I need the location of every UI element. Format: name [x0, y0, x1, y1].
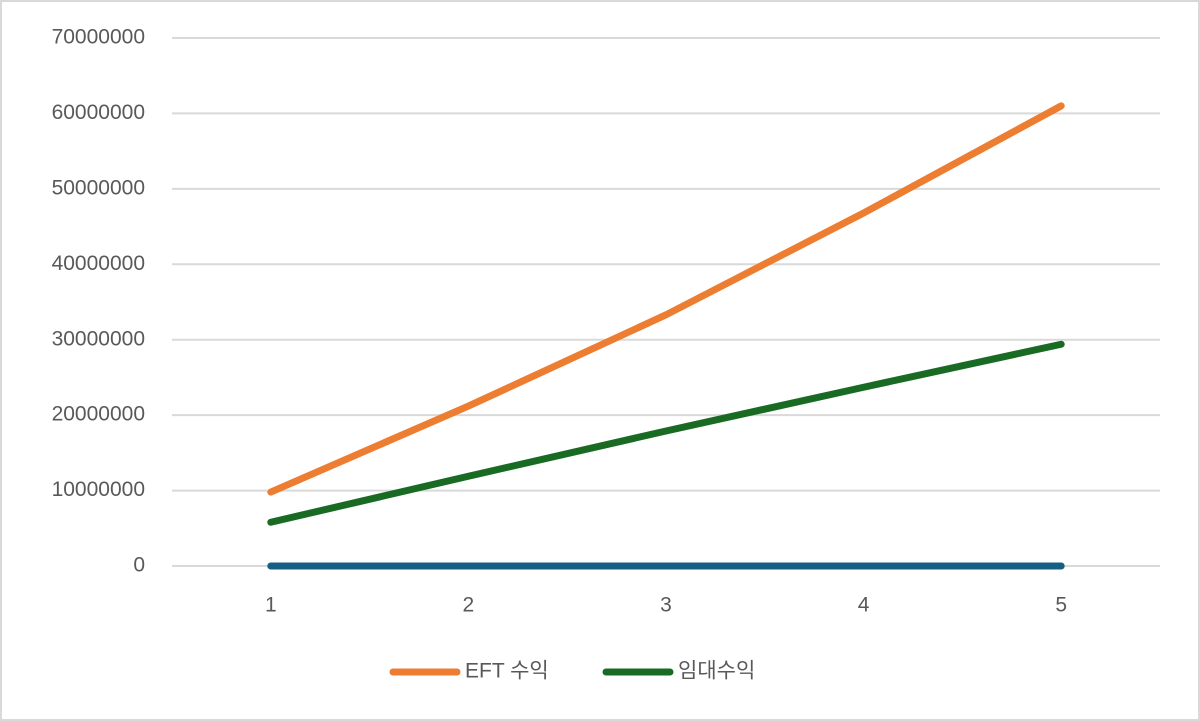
y-tick-label: 10000000 [52, 478, 145, 501]
x-tick-label: 1 [265, 594, 277, 617]
series-line [267, 340, 1065, 526]
y-tick-label: 40000000 [52, 252, 145, 275]
legend-label: EFT 수익 [465, 660, 549, 683]
y-tick-label: 0 [133, 554, 145, 577]
series-line [267, 102, 1065, 496]
legend-label: 임대수익 [678, 660, 755, 683]
y-tick-label: 50000000 [52, 176, 145, 199]
y-tick-label: 30000000 [52, 327, 145, 350]
x-tick-label: 2 [463, 594, 475, 617]
x-tick-label: 5 [1055, 594, 1067, 617]
y-tick-label: 20000000 [52, 403, 145, 426]
x-tick-label: 4 [858, 594, 870, 617]
x-tick-label: 3 [660, 594, 672, 617]
y-tick-label: 70000000 [52, 26, 145, 49]
y-tick-label: 60000000 [52, 101, 145, 124]
